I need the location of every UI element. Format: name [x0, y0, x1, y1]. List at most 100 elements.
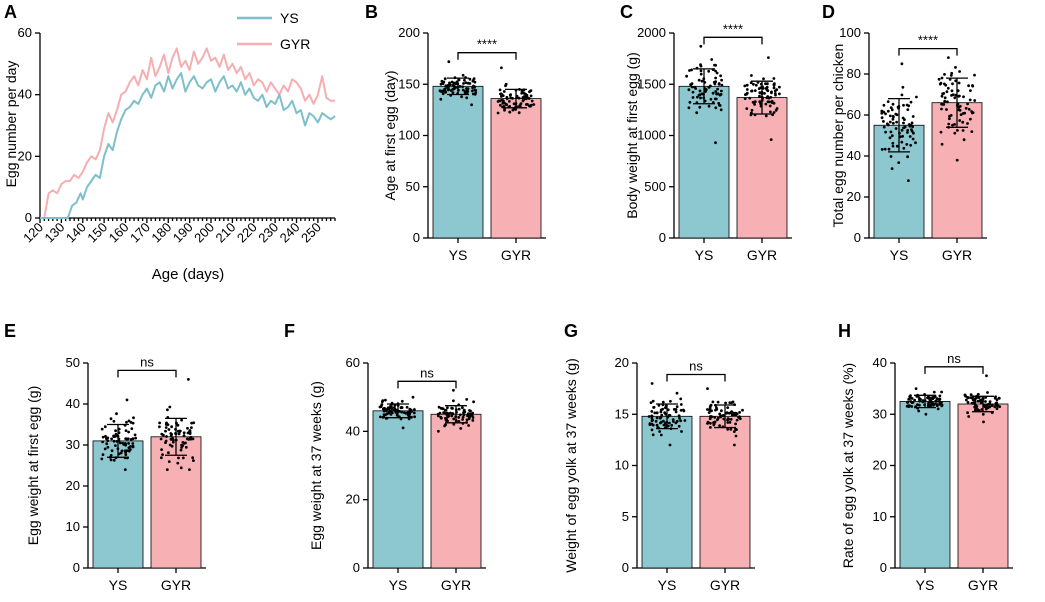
data-point-gyr: [192, 459, 195, 462]
data-point-gyr: [985, 404, 989, 408]
data-point-gyr: [724, 401, 727, 405]
data-point-gyr: [994, 404, 998, 407]
data-point-gyr: [180, 418, 184, 422]
data-point-gyr: [778, 92, 781, 96]
data-point-gyr: [753, 89, 757, 92]
data-point-gyr: [757, 87, 761, 90]
data-point-ys: [909, 100, 913, 104]
significance-bracket: [397, 380, 457, 389]
data-point-ys: [897, 161, 901, 165]
data-point-gyr: [735, 428, 738, 431]
data-point-gyr: [176, 423, 180, 427]
data-point-gyr: [964, 106, 968, 110]
data-point-gyr: [986, 391, 989, 394]
data-point-gyr: [181, 456, 185, 460]
data-point-ys: [927, 403, 930, 407]
panel-a-xtick-label: 210: [213, 220, 239, 246]
data-point-ys: [451, 91, 455, 95]
data-point-ys: [924, 412, 928, 416]
data-point-gyr: [525, 97, 528, 101]
data-point-ys: [670, 423, 674, 427]
data-point-gyr: [967, 107, 971, 111]
data-point-ys: [124, 453, 128, 456]
data-point-gyr: [984, 400, 987, 403]
data-point-gyr: [472, 400, 475, 404]
category-label-gyr: GYR: [710, 577, 740, 593]
data-point-ys: [685, 74, 688, 78]
data-point-ys: [125, 398, 129, 402]
data-point-gyr: [971, 111, 974, 115]
data-point-ys: [886, 109, 890, 113]
data-point-ys: [650, 410, 654, 413]
data-point-gyr: [959, 113, 963, 116]
data-point-ys: [123, 468, 127, 471]
data-point-ys: [471, 79, 475, 82]
data-point-ys: [379, 404, 383, 408]
data-point-gyr: [191, 456, 195, 460]
data-point-ys: [909, 123, 913, 127]
panel-e-bar-chart: E Egg weight at first egg (g) 0 10 20 30 40 50 Y…: [4, 321, 206, 593]
data-point-ys: [688, 69, 691, 72]
data-point-gyr: [976, 399, 980, 403]
data-point-ys: [687, 106, 691, 110]
data-point-gyr: [765, 88, 769, 92]
significance-label: ****: [723, 21, 743, 36]
data-point-ys: [882, 125, 886, 129]
data-point-ys: [891, 117, 895, 121]
data-point-ys: [379, 415, 382, 419]
data-point-gyr: [938, 82, 942, 86]
data-point-ys: [388, 406, 391, 410]
data-point-ys: [444, 84, 448, 88]
data-point-gyr: [937, 77, 941, 81]
data-point-gyr: [512, 102, 516, 106]
data-point-gyr: [468, 409, 471, 412]
data-point-gyr: [164, 441, 167, 444]
data-point-gyr: [765, 96, 769, 100]
data-point-ys: [720, 89, 723, 93]
significance-bracket: [117, 369, 177, 378]
ytick-label: 0: [854, 230, 861, 245]
data-point-ys: [906, 400, 909, 404]
data-point-gyr: [968, 98, 972, 102]
data-point-gyr: [732, 430, 736, 433]
data-point-gyr: [767, 96, 771, 100]
data-point-gyr: [943, 73, 946, 76]
panel-a-ytick-label: 20: [18, 148, 32, 163]
data-point-ys: [103, 425, 107, 429]
data-point-ys: [940, 403, 944, 407]
panel-label-f: F: [284, 321, 295, 341]
ytick-label: 0: [413, 230, 420, 245]
category-label-ys: YS: [890, 247, 909, 263]
data-point-gyr: [165, 468, 169, 471]
data-point-gyr: [775, 88, 779, 91]
category-label-ys: YS: [695, 247, 714, 263]
panel-a-xtick-label: 170: [127, 220, 153, 246]
data-point-ys: [690, 85, 694, 89]
data-point-gyr: [436, 414, 440, 418]
data-point-gyr: [984, 407, 988, 411]
data-point-ys: [662, 419, 665, 423]
data-point-gyr: [500, 66, 503, 70]
data-point-ys: [463, 78, 466, 82]
data-point-ys: [134, 436, 138, 440]
legend-label-ys: YS: [280, 10, 299, 26]
data-point-ys: [720, 83, 724, 87]
data-point-gyr: [995, 407, 999, 410]
data-point-ys: [473, 85, 477, 89]
data-point-ys: [883, 147, 887, 151]
data-point-gyr: [726, 421, 730, 424]
data-point-ys: [658, 430, 661, 433]
data-point-ys: [449, 89, 453, 92]
data-point-gyr: [508, 105, 512, 108]
data-point-ys: [675, 419, 679, 423]
data-point-ys: [938, 394, 942, 398]
data-point-gyr: [743, 97, 747, 100]
category-label-gyr: GYR: [942, 247, 972, 263]
data-point-gyr: [775, 107, 779, 110]
data-point-gyr: [709, 421, 712, 425]
significance-label: ns: [140, 354, 154, 369]
data-point-ys: [401, 426, 405, 430]
data-point-gyr: [965, 398, 968, 402]
data-point-gyr: [735, 412, 739, 416]
